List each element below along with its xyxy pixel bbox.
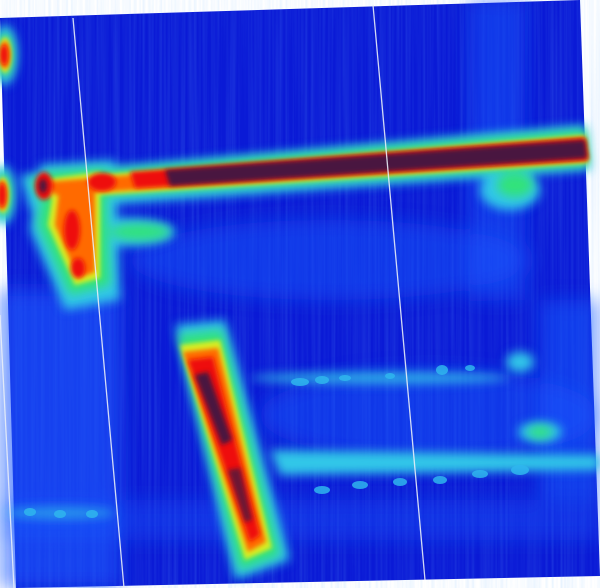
vertical-markers xyxy=(0,4,426,588)
marker-line-2 xyxy=(372,4,426,581)
edge-line xyxy=(0,314,15,588)
dark-core xyxy=(39,140,587,522)
marker-line-1 xyxy=(72,17,125,588)
dotted-streaks xyxy=(24,365,529,518)
